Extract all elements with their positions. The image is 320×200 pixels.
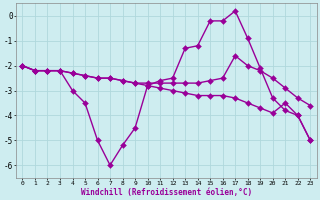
X-axis label: Windchill (Refroidissement éolien,°C): Windchill (Refroidissement éolien,°C): [81, 188, 252, 197]
